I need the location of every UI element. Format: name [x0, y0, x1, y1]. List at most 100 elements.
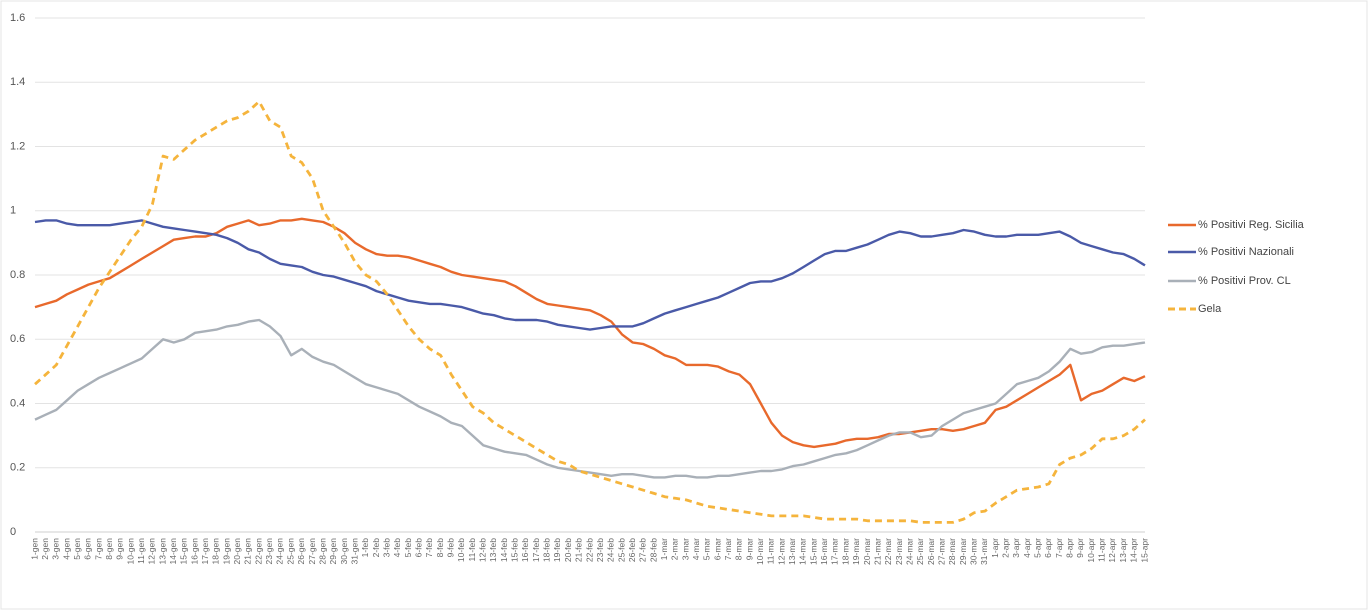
- x-tick-label: 8-mar: [734, 538, 744, 560]
- x-tick-label: 15-gen: [179, 538, 189, 565]
- x-tick-label: 18-feb: [542, 538, 552, 562]
- x-tick-label: 9-gen: [115, 538, 125, 560]
- x-tick-label: 4-gen: [61, 538, 71, 560]
- x-tick-label: 28-gen: [317, 538, 327, 565]
- x-tick-label: 30-gen: [339, 538, 349, 565]
- x-tick-label: 6-gen: [83, 538, 93, 560]
- x-tick-label: 18-mar: [840, 538, 850, 565]
- x-tick-label: 9-mar: [744, 538, 754, 560]
- x-tick-label: 27-feb: [638, 538, 648, 562]
- x-tick-label: 23-feb: [595, 538, 605, 562]
- x-tick-label: 29-gen: [328, 538, 338, 565]
- x-tick-label: 25-feb: [616, 538, 626, 562]
- x-tick-label: 27-mar: [936, 538, 946, 565]
- series-line: [34, 318, 1146, 479]
- x-tick-label: 9-feb: [446, 538, 456, 558]
- x-tick-label: 17-feb: [531, 538, 541, 562]
- x-tick-label: 6-apr: [1043, 538, 1053, 558]
- x-tick-label: 24-gen: [275, 538, 285, 565]
- series-line: [34, 219, 1146, 331]
- y-tick-label: 0.2: [10, 462, 25, 474]
- x-tick-label: 5-mar: [702, 538, 712, 560]
- x-tick-label: 15-mar: [808, 538, 818, 565]
- x-tick-label: 3-apr: [1011, 538, 1021, 558]
- x-tick-label: 19-feb: [552, 538, 562, 562]
- y-tick-label: 0.8: [10, 269, 25, 281]
- x-tick-label: 28-feb: [648, 538, 658, 562]
- x-tick-label: 5-feb: [403, 538, 413, 558]
- x-tick-label: 19-mar: [851, 538, 861, 565]
- x-tick-label: 6-mar: [712, 538, 722, 560]
- x-tick-label: 29-mar: [958, 538, 968, 565]
- x-tick-label: 12-mar: [776, 538, 786, 565]
- x-tick-label: 23-gen: [264, 538, 274, 565]
- x-tick-label: 14-mar: [798, 538, 808, 565]
- x-tick-label: 3-mar: [680, 538, 690, 560]
- x-tick-label: 5-apr: [1033, 538, 1043, 558]
- x-tick-label: 12-gen: [147, 538, 157, 565]
- x-tick-label: 6-feb: [413, 538, 423, 558]
- y-tick-label: 1.4: [10, 76, 25, 88]
- x-tick-label: 13-feb: [488, 538, 498, 562]
- legend-label: % Positivi Reg. Sicilia: [1198, 219, 1305, 231]
- x-tick-label: 26-mar: [926, 538, 936, 565]
- x-tick-label: 10-apr: [1086, 538, 1096, 563]
- x-tick-label: 26-feb: [627, 538, 637, 562]
- x-tick-label: 11-gen: [136, 538, 146, 564]
- legend-label: % Positivi Prov. CL: [1198, 275, 1291, 287]
- y-tick-label: 0.4: [10, 397, 25, 409]
- x-tick-label: 13-apr: [1118, 538, 1128, 563]
- x-tick-label: 23-mar: [894, 538, 904, 565]
- x-tick-label: 11-feb: [467, 538, 477, 562]
- x-tick-label: 14-apr: [1129, 538, 1139, 563]
- x-tick-label: 16-gen: [189, 538, 199, 565]
- x-tick-label: 30-mar: [968, 538, 978, 565]
- x-tick-label: 8-feb: [435, 538, 445, 558]
- series-line: [34, 217, 1146, 449]
- x-tick-label: 16-feb: [520, 538, 530, 562]
- x-tick-label: 14-gen: [168, 538, 178, 565]
- y-tick-label: 1: [10, 205, 16, 217]
- x-tick-label: 18-gen: [211, 538, 221, 565]
- x-tick-label: 7-gen: [93, 538, 103, 560]
- x-tick-label: 4-mar: [691, 538, 701, 560]
- x-tick-label: 4-feb: [392, 538, 402, 558]
- x-tick-label: 31-mar: [979, 538, 989, 565]
- x-tick-label: 22-gen: [253, 538, 263, 565]
- x-tick-label: 1-apr: [990, 538, 1000, 558]
- x-tick-label: 31-gen: [349, 538, 359, 565]
- x-tick-label: 20-feb: [563, 538, 573, 562]
- y-tick-label: 1.2: [10, 140, 25, 152]
- x-tick-label: 2-gen: [40, 538, 50, 560]
- x-tick-label: 12-apr: [1107, 538, 1117, 563]
- x-tick-label: 14-feb: [499, 538, 509, 562]
- x-tick-label: 24-mar: [904, 538, 914, 565]
- y-tick-label: 0.6: [10, 333, 25, 345]
- x-tick-label: 12-feb: [478, 538, 488, 562]
- x-tick-label: 15-feb: [510, 538, 520, 562]
- x-tick-label: 13-gen: [157, 538, 167, 565]
- x-tick-label: 11-mar: [766, 538, 776, 564]
- x-tick-label: 13-mar: [787, 538, 797, 565]
- x-tick-label: 9-apr: [1075, 538, 1085, 558]
- x-tick-label: 16-mar: [819, 538, 829, 565]
- x-tick-label: 2-apr: [1001, 538, 1011, 558]
- x-tick-label: 8-apr: [1065, 538, 1075, 558]
- x-tick-label: 27-gen: [307, 538, 317, 565]
- x-tick-label: 26-gen: [296, 538, 306, 565]
- x-tick-label: 7-feb: [424, 538, 434, 558]
- x-tick-label: 3-gen: [51, 538, 61, 560]
- x-tick-label: 10-feb: [456, 538, 466, 562]
- x-tick-label: 11-apr: [1097, 538, 1107, 562]
- x-tick-label: 7-mar: [723, 538, 733, 560]
- x-tick-label: 25-gen: [285, 538, 295, 565]
- x-tick-label: 17-gen: [200, 538, 210, 565]
- x-tick-label: 20-gen: [232, 538, 242, 565]
- x-tick-label: 10-mar: [755, 538, 765, 565]
- x-tick-label: 20-mar: [862, 538, 872, 565]
- x-tick-label: 8-gen: [104, 538, 114, 560]
- x-tick-label: 28-mar: [947, 538, 957, 565]
- x-tick-label: 3-feb: [381, 538, 391, 558]
